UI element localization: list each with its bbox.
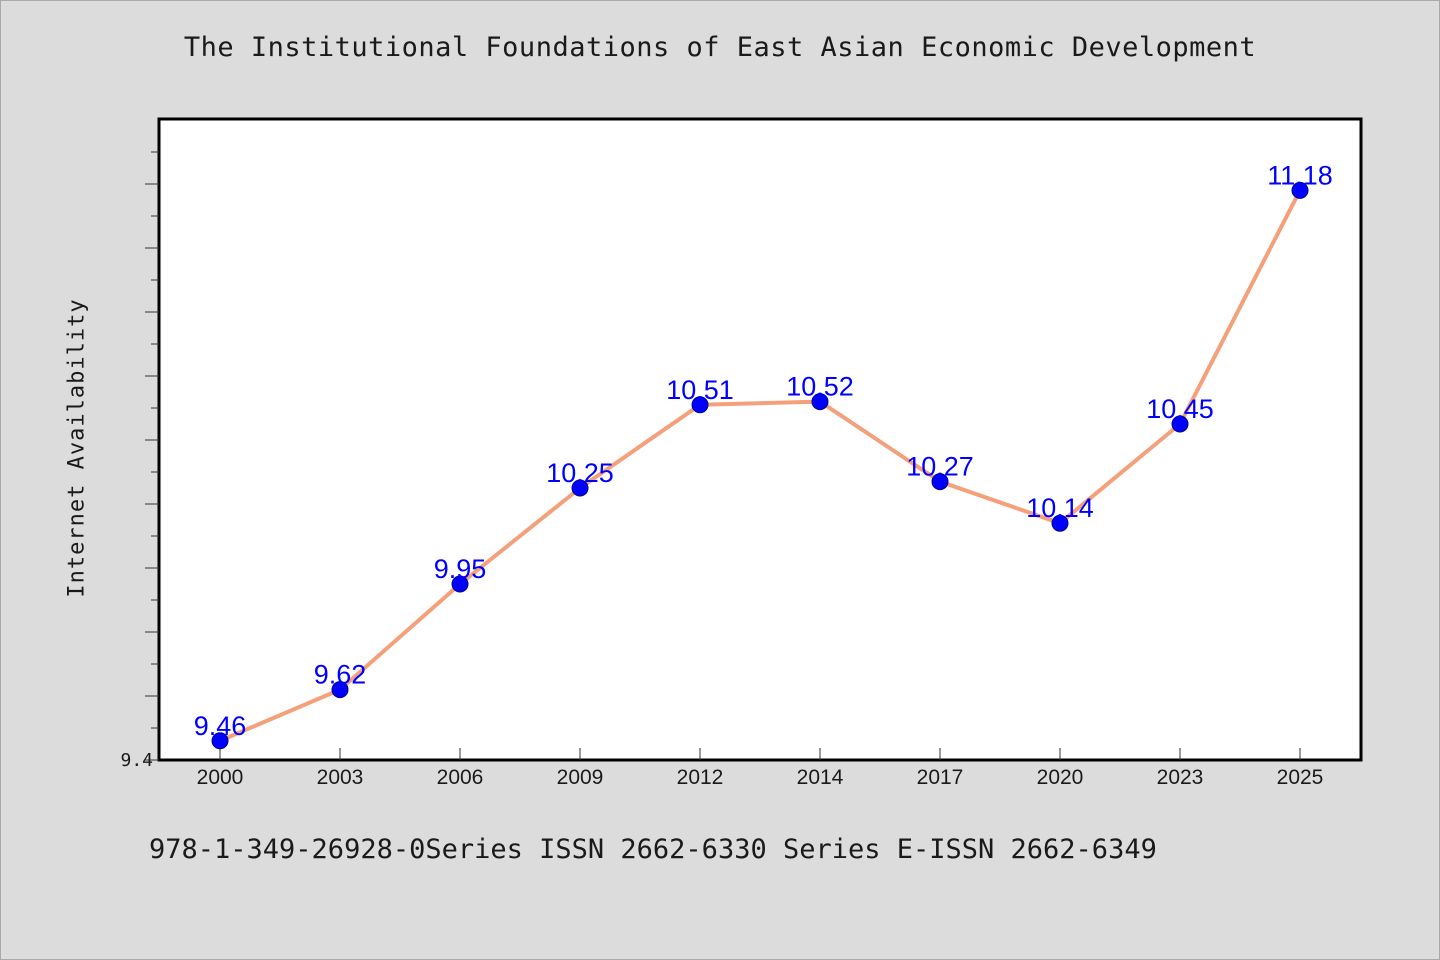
x-tick-label: 2020	[1037, 766, 1084, 789]
series-line	[219, 189, 1302, 743]
x-tick-label: 2012	[677, 766, 724, 789]
x-tick-label: 2023	[1157, 766, 1204, 789]
footer-isbn-text: 978-1-349-26928-0Series ISSN 2662-6330 S…	[149, 834, 1157, 865]
data-point	[1171, 415, 1189, 433]
series-markers	[211, 181, 1309, 750]
x-tick-label: 2009	[557, 766, 604, 789]
x-axis-ticks: 2000 2003 2006 2009 2012 2014 2017 2020 2023 2025	[197, 748, 1324, 789]
data-point	[1051, 514, 1069, 532]
data-label: 10.51	[666, 375, 734, 405]
data-label: 10.25	[546, 458, 614, 488]
data-label: 9.62	[314, 660, 367, 690]
x-tick-label: 2014	[797, 766, 844, 789]
y-axis-ticks: 9.4	[120, 151, 159, 771]
data-labels: 9.46 9.62 9.95 10.25 10.51 10.52 10.27 10.14 10.…	[194, 160, 1333, 740]
x-tick-label: 2006	[437, 766, 484, 789]
data-point	[691, 396, 709, 414]
data-label: 9.46	[194, 711, 247, 741]
data-point	[211, 732, 229, 750]
x-tick-label: 2025	[1277, 766, 1324, 789]
data-label: 10.45	[1146, 394, 1214, 424]
x-tick-label: 2000	[197, 766, 244, 789]
data-label: 11.18	[1267, 160, 1333, 190]
data-point	[811, 393, 829, 411]
x-tick-label: 2017	[917, 766, 964, 789]
data-label: 10.14	[1026, 493, 1094, 523]
chart-title: The Institutional Foundations of East As…	[183, 32, 1257, 63]
data-label: 10.52	[786, 372, 854, 402]
data-label: 9.95	[434, 554, 487, 584]
x-tick-label: 2003	[317, 766, 364, 789]
data-label: 10.27	[906, 452, 974, 482]
data-point	[931, 473, 949, 491]
data-point	[571, 479, 589, 497]
data-point	[1291, 181, 1309, 199]
data-point	[331, 681, 349, 699]
data-point	[451, 575, 469, 593]
y-tick-label: 9.4	[120, 750, 153, 771]
